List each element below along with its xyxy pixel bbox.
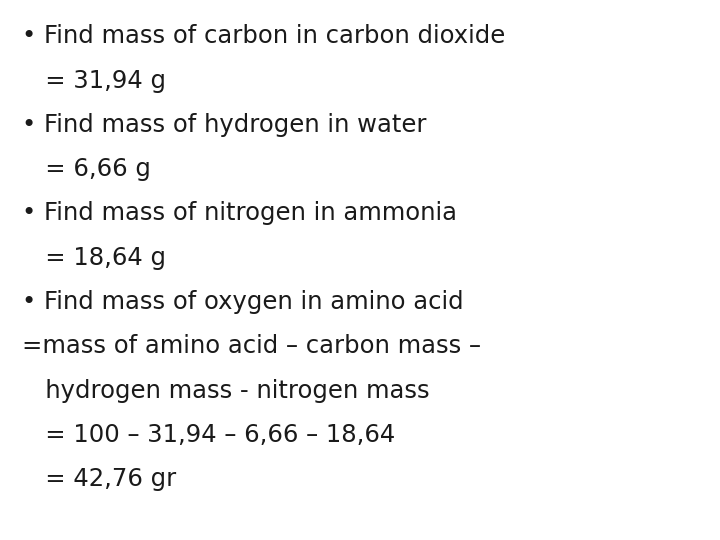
Text: = 31,94 g: = 31,94 g [22,69,166,92]
Text: • Find mass of nitrogen in ammonia: • Find mass of nitrogen in ammonia [22,201,456,225]
Text: hydrogen mass - nitrogen mass: hydrogen mass - nitrogen mass [22,379,429,402]
Text: = 100 – 31,94 – 6,66 – 18,64: = 100 – 31,94 – 6,66 – 18,64 [22,423,395,447]
Text: • Find mass of hydrogen in water: • Find mass of hydrogen in water [22,113,426,137]
Text: =mass of amino acid – carbon mass –: =mass of amino acid – carbon mass – [22,334,481,358]
Text: = 42,76 gr: = 42,76 gr [22,467,176,491]
Text: = 18,64 g: = 18,64 g [22,246,166,269]
Text: = 6,66 g: = 6,66 g [22,157,150,181]
Text: • Find mass of oxygen in amino acid: • Find mass of oxygen in amino acid [22,290,463,314]
Text: • Find mass of carbon in carbon dioxide: • Find mass of carbon in carbon dioxide [22,24,505,48]
